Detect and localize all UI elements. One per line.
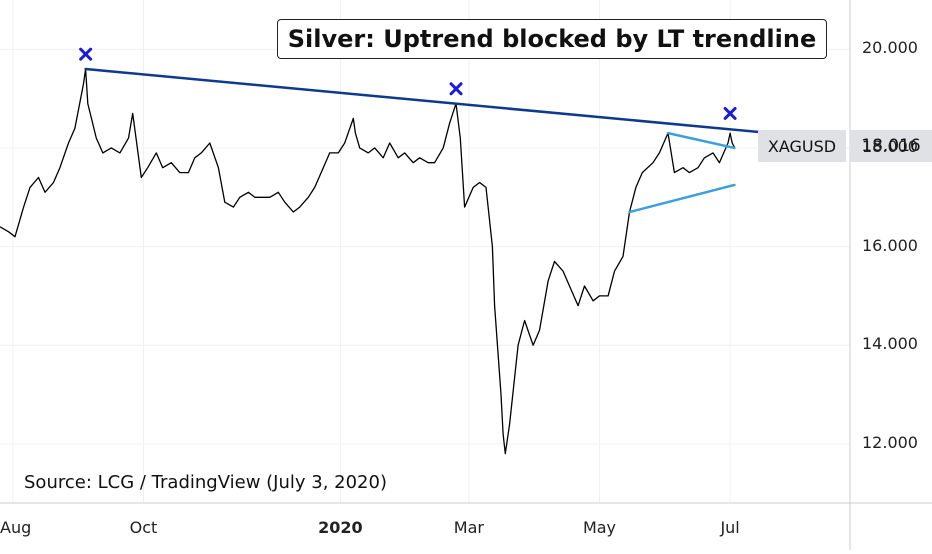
x-tick-label: May — [582, 518, 617, 537]
y-tick-label: 12.000 — [862, 432, 918, 452]
price-series-line — [0, 68, 735, 455]
peak-x-marker — [79, 47, 93, 61]
x-tick-label: Jul — [720, 518, 740, 537]
trendline — [666, 131, 736, 150]
series-layer — [0, 68, 735, 455]
y-tick-label: 20.000 — [862, 38, 918, 58]
x-tick-label: Aug — [0, 518, 32, 537]
chart-title: Silver: Uptrend blocked by LT trendline — [277, 19, 827, 59]
grid-layer — [0, 0, 850, 503]
trendline-layer — [84, 67, 773, 214]
last-price-label: 18.016 — [850, 130, 932, 162]
source-note: Source: LCG / TradingView (July 3, 2020) — [24, 472, 387, 493]
marker-layer — [79, 47, 737, 120]
symbol-label: XAGUSD — [758, 130, 846, 162]
x-tick-label: Mar — [453, 518, 484, 537]
y-tick-label: 14.000 — [862, 334, 918, 354]
y-tick-label: 16.000 — [862, 235, 918, 255]
x-tick-label: Oct — [129, 518, 158, 537]
trendline — [84, 67, 773, 135]
peak-x-marker — [723, 106, 737, 120]
trendline — [628, 183, 736, 214]
x-tick-label: 2020 — [318, 518, 363, 537]
y-tick-label: 18.000 — [862, 136, 918, 156]
peak-x-marker — [449, 82, 463, 96]
